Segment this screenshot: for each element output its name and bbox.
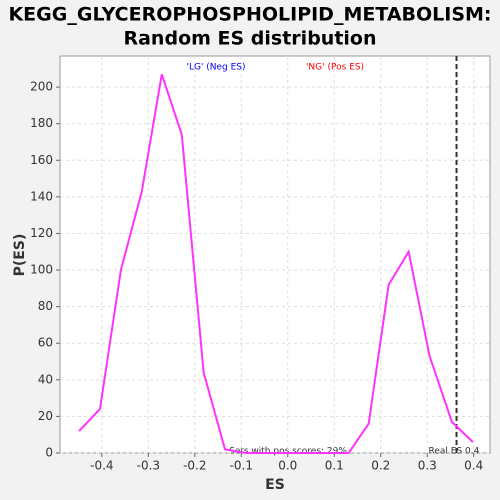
y-axis-label: P(ES) <box>12 234 28 277</box>
y-tick-label: 160 <box>30 153 53 167</box>
y-tick-label: 100 <box>30 263 53 277</box>
real-es-label: Real ES 0.4 <box>429 447 480 457</box>
x-tick-label: 0.0 <box>278 459 297 473</box>
x-tick-label: 0.1 <box>325 459 344 473</box>
y-tick-label: 120 <box>30 226 53 240</box>
chart-title: KEGG_GLYCEROPHOSPHOLIPID_METABOLISM: <box>8 4 491 26</box>
y-tick-label: 200 <box>30 80 53 94</box>
y-tick-label: 140 <box>30 189 53 203</box>
legend-label: 'LG' (Neg ES) <box>186 63 245 73</box>
y-tick-label: 180 <box>30 116 53 130</box>
x-tick-label: -0.3 <box>137 459 160 473</box>
y-tick-label: 80 <box>38 299 53 313</box>
x-tick-label: -0.4 <box>90 459 113 473</box>
x-tick-label: 0.4 <box>464 459 483 473</box>
x-axis-label: ES <box>265 477 285 493</box>
plot-area <box>59 55 491 454</box>
y-tick-label: 60 <box>38 336 53 350</box>
x-tick-label: -0.1 <box>230 459 253 473</box>
x-tick-label: 0.3 <box>418 459 437 473</box>
x-tick-label: -0.2 <box>183 459 206 473</box>
legend-label: 'NG' (Pos ES) <box>306 63 364 73</box>
y-tick-label: 40 <box>38 372 53 386</box>
y-tick-label: 0 <box>45 446 53 460</box>
chart-title: Random ES distribution <box>123 28 376 50</box>
annotation: Sets with pos scores: 29% <box>229 447 347 457</box>
line-series <box>78 73 474 454</box>
x-tick-label: 0.2 <box>371 459 390 473</box>
y-tick-label: 20 <box>38 409 53 423</box>
